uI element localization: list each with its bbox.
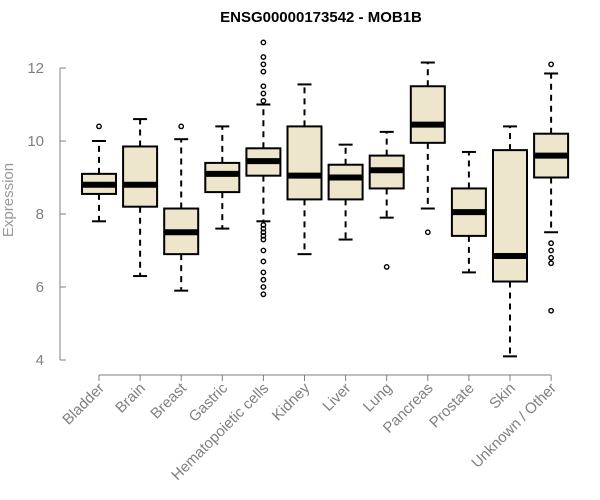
box-bladder xyxy=(81,123,117,223)
outlier-point xyxy=(260,247,267,254)
outlier-point xyxy=(96,123,102,130)
outlier-point xyxy=(383,264,390,270)
box-lung xyxy=(368,130,405,270)
y-tick-label: 6 xyxy=(36,279,44,296)
y-tick-label: 12 xyxy=(27,60,44,77)
outlier-point xyxy=(548,61,554,68)
x-tick-label: Bladder xyxy=(59,380,108,429)
boxes-group xyxy=(81,39,570,358)
outlier-point xyxy=(260,232,267,239)
box-skin xyxy=(492,125,528,358)
box-hematopoietic-cells xyxy=(245,39,282,298)
outlier-point xyxy=(260,222,267,228)
box-pancreas xyxy=(409,61,446,236)
outlier-point xyxy=(260,291,267,298)
box-unknown-other xyxy=(533,61,570,314)
x-tick-label: Skin xyxy=(486,380,519,413)
box-liver xyxy=(327,143,364,241)
outlier-point xyxy=(260,284,267,290)
outlier-point xyxy=(548,254,554,261)
outlier-point xyxy=(260,68,267,75)
box-brain xyxy=(122,118,159,278)
box-body xyxy=(409,85,446,144)
outlier-point xyxy=(548,240,554,247)
outlier-point xyxy=(260,258,267,265)
outlier-point xyxy=(548,307,554,314)
box-body xyxy=(122,145,159,208)
outlier-point xyxy=(260,276,267,283)
box-breast xyxy=(163,123,200,292)
outlier-point xyxy=(178,123,185,130)
box-kidney xyxy=(286,83,323,256)
outlier-point xyxy=(424,229,431,236)
box-body xyxy=(327,163,364,201)
box-body xyxy=(286,125,323,201)
box-prostate xyxy=(450,150,487,274)
outlier-point xyxy=(260,54,267,60)
y-axis: 4 6 8 10 12 xyxy=(27,60,66,369)
outlier-point xyxy=(548,260,554,267)
x-tick-label: Prostate xyxy=(426,380,478,432)
outlier-point xyxy=(260,97,267,104)
box-gastric xyxy=(204,125,241,230)
outlier-point xyxy=(260,39,267,46)
x-tick-label: Lung xyxy=(360,380,396,416)
outlier-point xyxy=(260,90,267,97)
y-axis-title: Expression xyxy=(0,163,17,237)
outlier-point xyxy=(260,269,267,276)
x-tick-label: Breast xyxy=(147,379,190,422)
y-tick-label: 10 xyxy=(27,133,44,150)
y-tick-label: 4 xyxy=(36,352,44,369)
chart-title: ENSG00000173542 - MOB1B xyxy=(220,9,422,26)
x-tick-label: Kidney xyxy=(269,379,314,424)
outlier-point xyxy=(260,236,267,243)
outlier-point xyxy=(260,61,267,68)
x-tick-label: Brain xyxy=(112,380,149,417)
outlier-point xyxy=(260,83,267,90)
outlier-point xyxy=(260,225,267,232)
box-body xyxy=(492,149,528,283)
outlier-point xyxy=(548,247,554,254)
y-tick-label: 8 xyxy=(36,206,44,223)
outlier-point xyxy=(260,229,267,236)
box-body xyxy=(204,161,241,194)
x-tick-label: Liver xyxy=(319,380,354,415)
